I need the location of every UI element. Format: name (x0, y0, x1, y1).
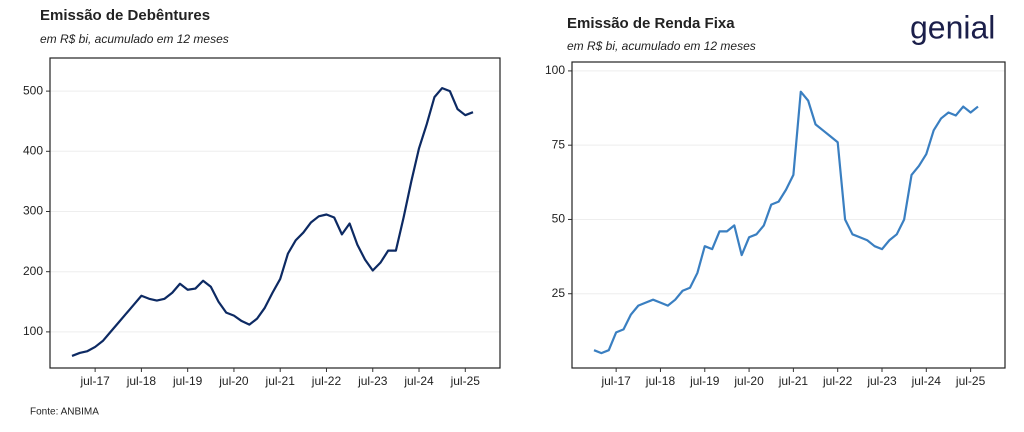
chart-title: Emissão de Debêntures (40, 7, 210, 24)
x-tick-label: jul-25 (955, 374, 986, 388)
x-tick-label: jul-17 (79, 374, 110, 388)
plot-frame (49, 57, 501, 369)
line (593, 90, 979, 355)
x-tick-label: jul-19 (172, 374, 203, 388)
x-tick-label: jul-24 (403, 374, 434, 388)
x-tick-label: jul-20 (218, 374, 249, 388)
x-tick-label: jul-24 (911, 374, 942, 388)
x-tick-label: jul-19 (689, 374, 720, 388)
chart-subtitle: em R$ bi, acumulado em 12 meses (40, 32, 229, 46)
y-tick-label: 25 (552, 286, 566, 300)
x-tick-label: jul-22 (822, 374, 853, 388)
x-tick-label: jul-25 (450, 374, 481, 388)
y-tick-label: 100 (23, 324, 43, 338)
y-tick-label: 75 (552, 137, 566, 151)
y-tick-label: 100 (545, 63, 565, 77)
x-tick-label: jul-20 (733, 374, 764, 388)
line (71, 86, 474, 357)
x-tick-label: jul-22 (311, 374, 342, 388)
y-tick-label: 200 (23, 264, 43, 278)
x-tick-label: jul-21 (778, 374, 809, 388)
x-tick-label: jul-18 (126, 374, 157, 388)
x-tick-label: jul-23 (866, 374, 897, 388)
logo: genial (910, 9, 995, 45)
y-tick-label: 400 (23, 143, 43, 157)
source: Fonte: ANBIMA (30, 407, 99, 418)
y-tick-label: 50 (552, 212, 566, 226)
plot-frame (571, 61, 1006, 369)
x-tick-label: jul-17 (600, 374, 631, 388)
x-tick-label: jul-23 (357, 374, 388, 388)
chart-subtitle: em R$ bi, acumulado em 12 meses (567, 39, 756, 53)
y-tick-label: 500 (23, 83, 43, 97)
x-tick-label: jul-21 (265, 374, 296, 388)
y-tick-label: 300 (23, 204, 43, 218)
chart-title: Emissão de Renda Fixa (567, 15, 735, 32)
x-tick-label: jul-18 (645, 374, 676, 388)
